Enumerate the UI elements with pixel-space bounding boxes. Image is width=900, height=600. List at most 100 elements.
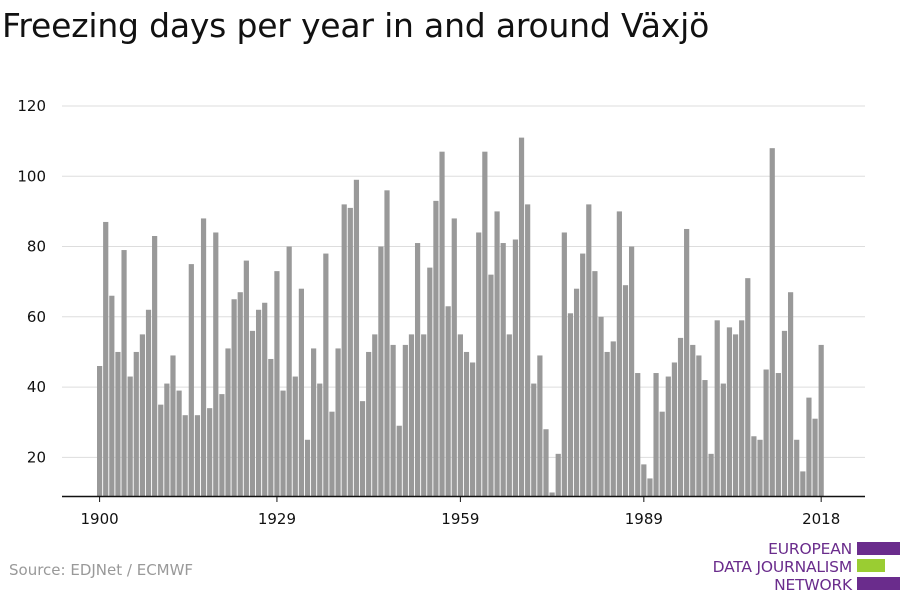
bar-1950 — [402, 344, 408, 496]
bar-1992 — [659, 411, 665, 496]
bar-1932 — [292, 376, 298, 496]
bar-2011 — [775, 373, 781, 496]
bar-2007 — [751, 436, 757, 496]
bar-1919 — [213, 232, 219, 496]
bar-1918 — [207, 408, 213, 496]
bar-2003 — [726, 327, 733, 496]
bar-2015 — [800, 471, 806, 496]
bar-1975 — [555, 453, 561, 496]
bar-1917 — [200, 218, 207, 496]
y-tick-label-40: 40 — [27, 378, 46, 396]
bar-1915 — [188, 264, 194, 496]
bar-1923 — [237, 292, 243, 496]
bar-1930 — [280, 390, 286, 496]
x-tick-label-1929: 1929 — [258, 510, 296, 528]
y-tick-label-60: 60 — [27, 308, 46, 326]
bar-1912 — [170, 355, 176, 496]
bar-1944 — [366, 351, 372, 496]
bar-1910 — [158, 404, 164, 496]
bar-1926 — [255, 309, 262, 496]
bar-1998 — [696, 355, 702, 496]
bar-2010 — [769, 148, 775, 496]
bar-1924 — [243, 260, 249, 496]
bar-1988 — [635, 373, 641, 496]
bar-1960 — [463, 351, 470, 496]
bar-1955 — [433, 200, 439, 496]
bar-1961 — [470, 362, 476, 496]
y-tick-label-120: 120 — [17, 97, 46, 115]
bar-1911 — [164, 383, 170, 496]
bar-1963 — [482, 151, 488, 497]
bar-1942 — [353, 179, 360, 496]
bar-1936 — [317, 383, 323, 496]
bar-1905 — [127, 376, 133, 496]
bar-1979 — [580, 253, 586, 496]
bar-1946 — [378, 246, 384, 496]
bar-1956 — [439, 151, 445, 497]
bar-1989 — [641, 464, 647, 496]
bar-1958 — [451, 218, 457, 496]
bar-1964 — [488, 274, 494, 496]
bar-2018 — [818, 344, 824, 496]
bar-1943 — [359, 401, 366, 496]
bar-1949 — [396, 425, 402, 496]
source-note: Source: EDJNet / ECMWF — [9, 561, 194, 579]
bar-2009 — [763, 369, 769, 496]
bar-1921 — [225, 348, 231, 496]
bar-1927 — [262, 302, 268, 496]
bar-1906 — [133, 351, 139, 496]
bar-1939 — [335, 348, 341, 496]
logo-line-european: EUROPEAN — [768, 540, 852, 558]
bar-1972 — [537, 355, 543, 496]
logo-bar-purple-top — [857, 542, 900, 555]
bar-1928 — [268, 358, 274, 496]
bar-1922 — [231, 299, 237, 496]
bar-1977 — [567, 313, 574, 496]
x-tick-label-1900: 1900 — [81, 510, 119, 528]
edjnet-logo: EUROPEAN DATA JOURNALISM NETWORK — [700, 538, 900, 596]
bar-2002 — [720, 383, 726, 496]
bar-1952 — [414, 243, 421, 496]
bar-1934 — [304, 439, 311, 496]
bar-1959 — [457, 334, 463, 496]
bar-1925 — [249, 330, 256, 496]
bar-2001 — [714, 320, 720, 496]
bar-1935 — [311, 348, 317, 496]
bar-1909 — [152, 236, 158, 496]
bar-1941 — [347, 207, 353, 496]
bar-1913 — [176, 390, 182, 496]
bar-1993 — [665, 376, 671, 496]
bar-1991 — [653, 373, 659, 496]
bar-1976 — [561, 232, 567, 496]
x-tick-label-2018: 2018 — [802, 510, 840, 528]
bar-1987 — [629, 246, 635, 496]
bar-1973 — [543, 429, 549, 496]
bar-1969 — [518, 137, 525, 496]
logo-bar-green — [857, 559, 885, 572]
bar-1902 — [109, 295, 115, 496]
bar-2016 — [806, 397, 812, 496]
bar-2013 — [787, 292, 794, 496]
bar-1938 — [329, 411, 335, 496]
bar-1982 — [598, 316, 604, 496]
bar-1940 — [341, 204, 347, 497]
bar-2006 — [745, 278, 751, 496]
bar-1971 — [531, 383, 537, 496]
bar-1970 — [525, 204, 531, 497]
bar-1966 — [500, 243, 506, 496]
bar-1945 — [372, 334, 378, 496]
chart-title: Freezing days per year in and around Väx… — [2, 6, 710, 45]
bar-1901 — [103, 221, 109, 496]
bar-2017 — [812, 418, 818, 496]
logo-line-network: NETWORK — [774, 576, 852, 594]
bar-1954 — [427, 267, 433, 496]
bar-2014 — [794, 439, 800, 496]
bar-1931 — [286, 246, 292, 496]
y-tick-label-80: 80 — [27, 238, 46, 256]
bar-1999 — [702, 380, 708, 496]
bar-1904 — [121, 250, 127, 496]
bar-2004 — [732, 334, 739, 496]
x-tick-label-1989: 1989 — [625, 510, 663, 528]
bar-2012 — [781, 330, 788, 496]
bar-1933 — [298, 288, 304, 496]
